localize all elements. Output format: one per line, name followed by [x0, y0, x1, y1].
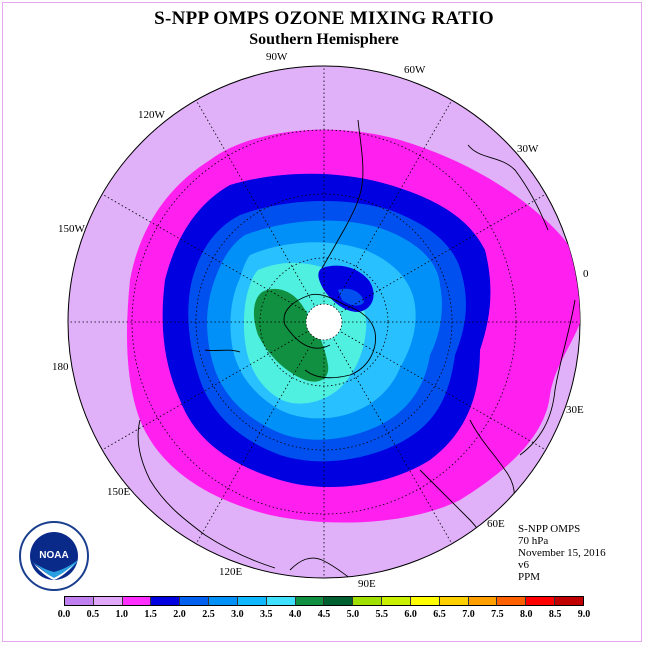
- info-block: S-NPP OMPS 70 hPa November 15, 2016 v6 P…: [518, 523, 606, 583]
- figure-frame: [2, 2, 642, 642]
- colorbar-tick-label: 2.5: [202, 609, 215, 620]
- colorbar-swatch: [209, 597, 238, 605]
- lon-label-60e: 60E: [487, 518, 505, 530]
- colorbar-tick-label: 1.0: [115, 609, 129, 620]
- lon-label-30e: 30E: [566, 404, 584, 416]
- coastlines: [137, 119, 576, 578]
- graticule: [68, 66, 580, 578]
- colorbar-tick-label: 1.5: [144, 609, 157, 620]
- colorbar-swatch: [468, 597, 498, 605]
- colorbar-swatch: [180, 597, 210, 605]
- pole-missing-data: [305, 303, 343, 341]
- region-4-4.5: [253, 288, 329, 382]
- info-units: PPM: [518, 571, 541, 583]
- region-mid-pocket: [338, 288, 364, 306]
- info-level: 70 hPa: [518, 535, 549, 547]
- colorbar-swatch: [266, 597, 296, 605]
- lon-label-120e: 120E: [219, 566, 243, 578]
- info-instrument: S-NPP OMPS: [518, 523, 581, 535]
- noaa-logo-text: NOAA: [39, 550, 68, 561]
- colorbar-swatch: [295, 597, 325, 605]
- colorbar-swatch: [382, 597, 411, 605]
- colorbar-swatch: [151, 597, 181, 605]
- colorbar-tick-label: 5.5: [375, 609, 389, 620]
- colorbar-swatch: [555, 597, 583, 605]
- info-date: November 15, 2016: [518, 547, 606, 559]
- colorbar-swatch: [237, 597, 267, 605]
- map-title: S-NPP OMPS OZONE MIXING RATIO: [154, 8, 494, 29]
- colorbar-tick-label: 8.5: [548, 609, 562, 620]
- lon-label-30w: 30W: [517, 143, 539, 155]
- lon-label-90e: 90E: [358, 578, 376, 590]
- colorbar-swatch: [93, 597, 123, 605]
- colorbar-swatch: [353, 597, 383, 605]
- colorbar-tick-label: 4.5: [317, 609, 331, 620]
- colorbar-tick-label: 7.0: [462, 609, 475, 620]
- colorbar-swatch: [65, 597, 94, 605]
- lon-label-0: 0: [583, 268, 589, 280]
- colorbar-tick-label: 7.5: [491, 609, 504, 620]
- map-subtitle: Southern Hemisphere: [249, 31, 399, 48]
- colorbar-swatch: [410, 597, 440, 605]
- lon-label-120w: 120W: [138, 109, 166, 121]
- noaa-logo: NOAA: [19, 521, 89, 591]
- colorbar-tick-label: 0.5: [86, 609, 100, 620]
- colorbar-tick-label: 4.0: [288, 609, 302, 620]
- colorbar-swatch: [324, 597, 354, 605]
- lon-label-60w: 60W: [404, 64, 426, 76]
- colorbar-tick-label: 8.0: [519, 609, 533, 620]
- colorbar-swatch: [122, 597, 152, 605]
- colorbar-tick-label: 2.0: [173, 609, 186, 620]
- colorbar-tick-label: 6.0: [404, 609, 417, 620]
- colorbar-ticks: 0.0 0.5 1.0 1.5 2.0 2.5 3.0 3.5 4.0 4.5 5.0 5.5 6.0 6…: [0, 609, 648, 623]
- colorbar-tick-label: 6.5: [433, 609, 446, 620]
- colorbar-swatch: [439, 597, 469, 605]
- colorbar-swatch: [497, 597, 527, 605]
- colorbar-swatch: [526, 597, 556, 605]
- colorbar-tick-label: 3.5: [259, 609, 273, 620]
- lon-label-90w: 90W: [266, 51, 288, 63]
- lon-label-150e: 150E: [107, 486, 131, 498]
- colorbar-tick-label: 0.0: [57, 609, 71, 620]
- lon-label-180: 180: [52, 361, 69, 373]
- colorbar: [64, 596, 584, 606]
- colorbar-tick-label: 5.0: [346, 609, 360, 620]
- colorbar-tick-label: 9.0: [577, 609, 591, 620]
- lon-label-150w: 150W: [58, 223, 86, 235]
- info-version: v6: [518, 559, 529, 571]
- colorbar-tick-label: 3.0: [231, 609, 244, 620]
